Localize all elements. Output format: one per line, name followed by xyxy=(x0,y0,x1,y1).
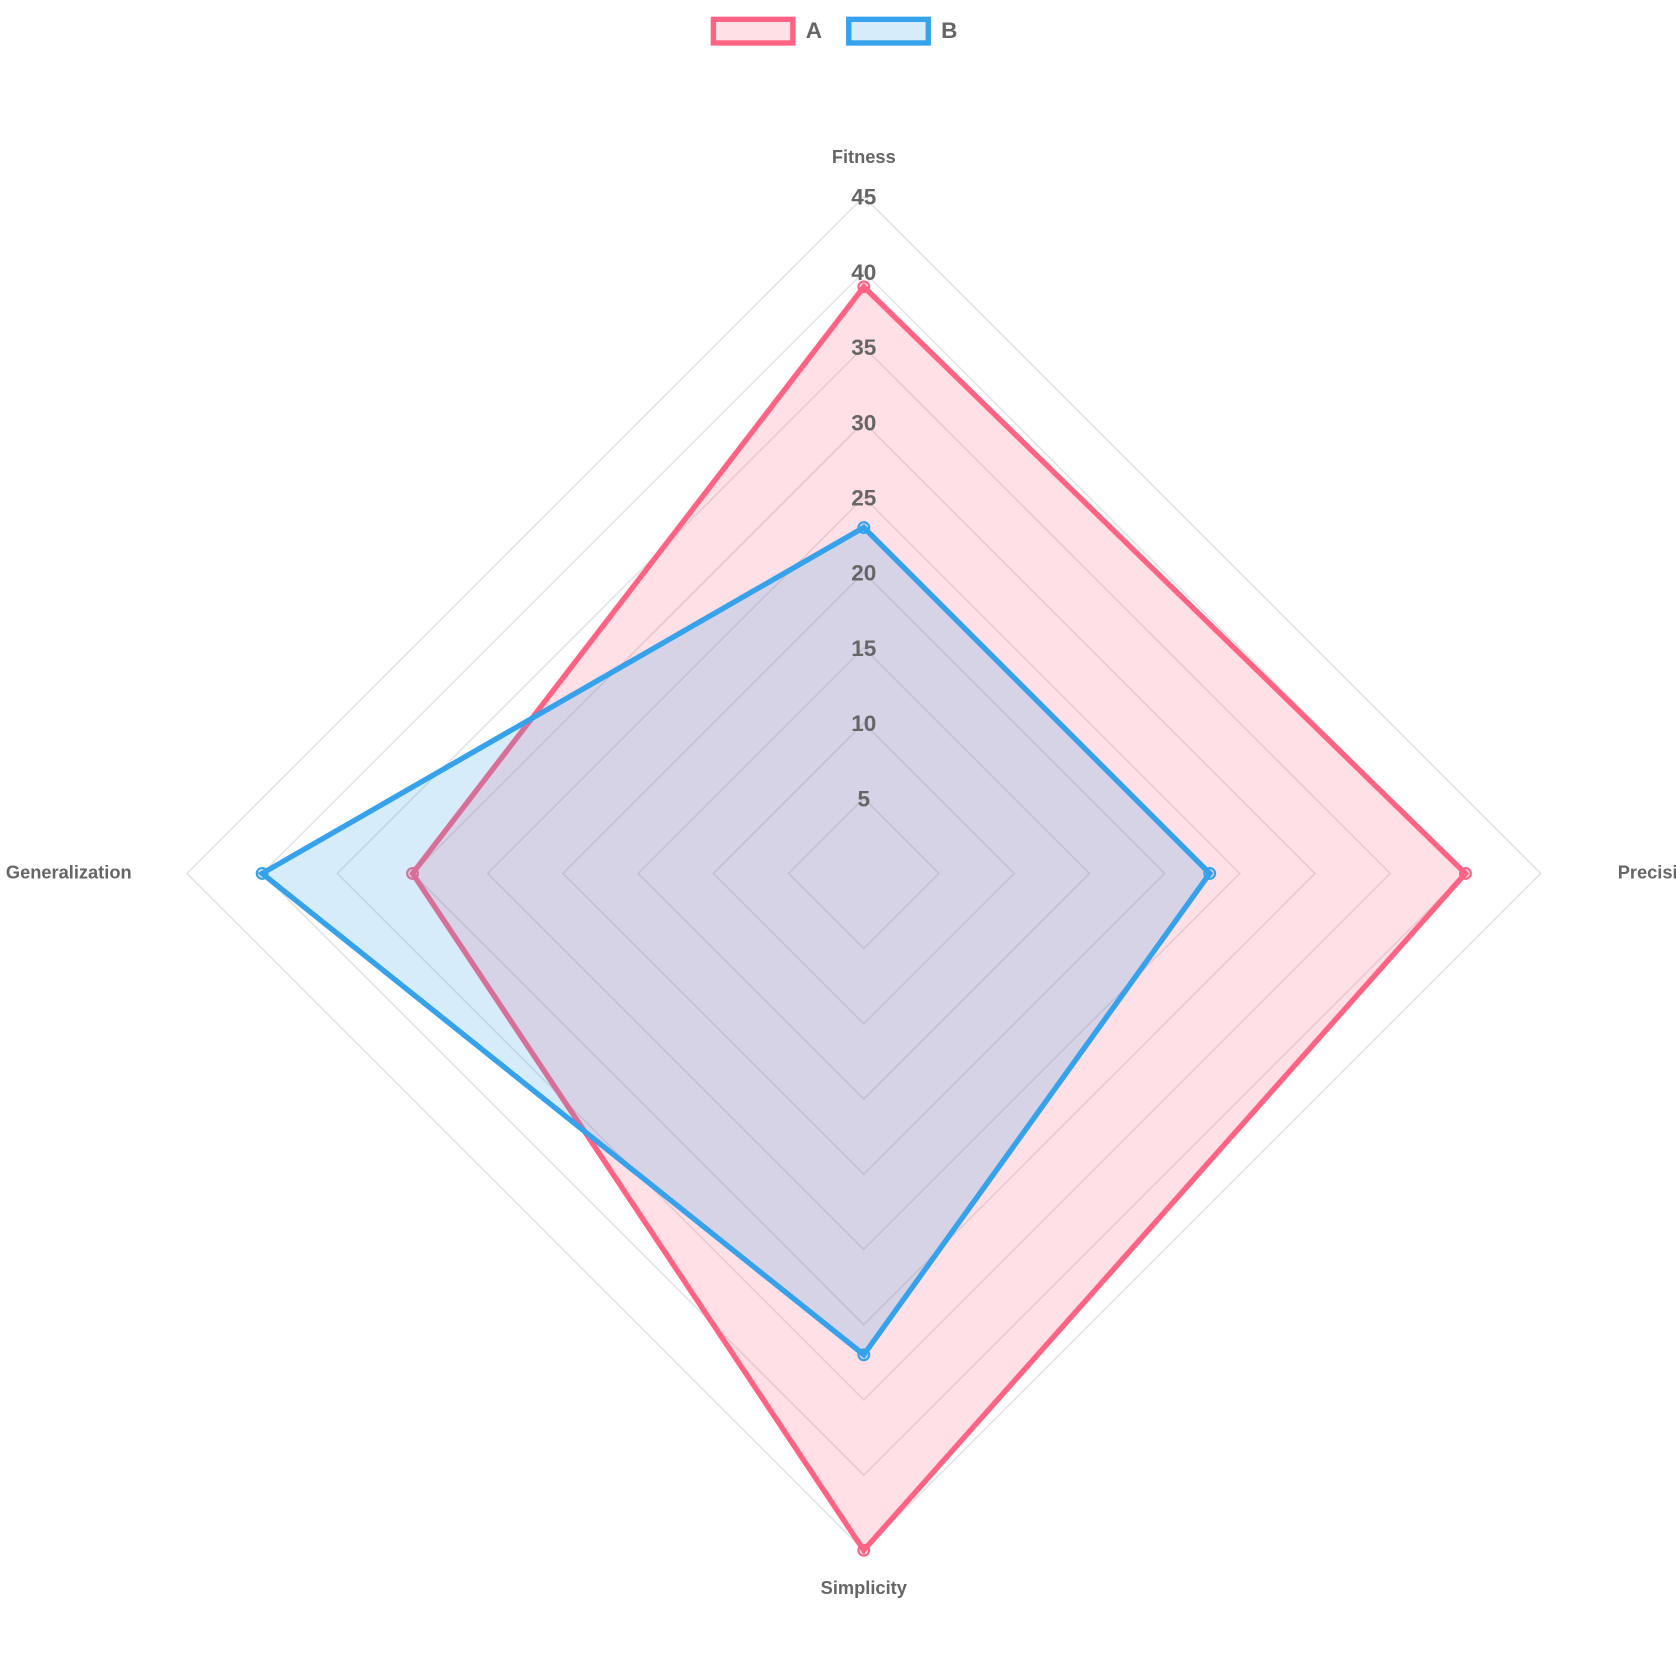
legend-label: B xyxy=(941,18,957,43)
grid-ring xyxy=(712,721,1016,1026)
data-point xyxy=(857,1543,871,1557)
series-area xyxy=(409,282,1470,1555)
axis-label: Generalization xyxy=(6,861,132,882)
r-tick-label: 5 xyxy=(858,786,871,811)
r-tick-label: 10 xyxy=(851,711,876,736)
axis-label: Fitness xyxy=(832,146,896,167)
grid-ring xyxy=(411,421,1317,1326)
r-tick-label: 30 xyxy=(851,410,876,435)
axis-label: Simplicity xyxy=(821,1577,908,1598)
legend-label: A xyxy=(806,18,822,43)
r-tick-label: 40 xyxy=(851,260,876,285)
grid-ring xyxy=(486,496,1241,1251)
legend-swatch xyxy=(846,16,931,46)
series-area xyxy=(257,524,1214,1359)
r-tick-label: 25 xyxy=(851,486,876,511)
grid-ring xyxy=(637,646,1091,1101)
grid-ring xyxy=(336,345,1392,1402)
r-tick-label: 35 xyxy=(851,335,876,360)
axis-label: Precision xyxy=(1618,861,1676,882)
r-tick-label: 45 xyxy=(851,185,876,210)
r-tick-label: 15 xyxy=(851,636,876,661)
legend-item: A xyxy=(710,16,822,46)
legend-item: B xyxy=(846,16,957,46)
data-point xyxy=(1458,867,1472,880)
data-point xyxy=(857,1348,871,1362)
grid-ring xyxy=(261,270,1467,1477)
data-point xyxy=(406,867,419,880)
data-point xyxy=(857,280,871,294)
r-tick-label: 20 xyxy=(851,561,876,586)
data-point xyxy=(255,867,269,880)
data-point xyxy=(1203,867,1217,880)
legend-swatch xyxy=(710,16,796,46)
grid-ring xyxy=(787,797,941,950)
data-point xyxy=(857,521,871,534)
grid-ring xyxy=(561,571,1166,1176)
